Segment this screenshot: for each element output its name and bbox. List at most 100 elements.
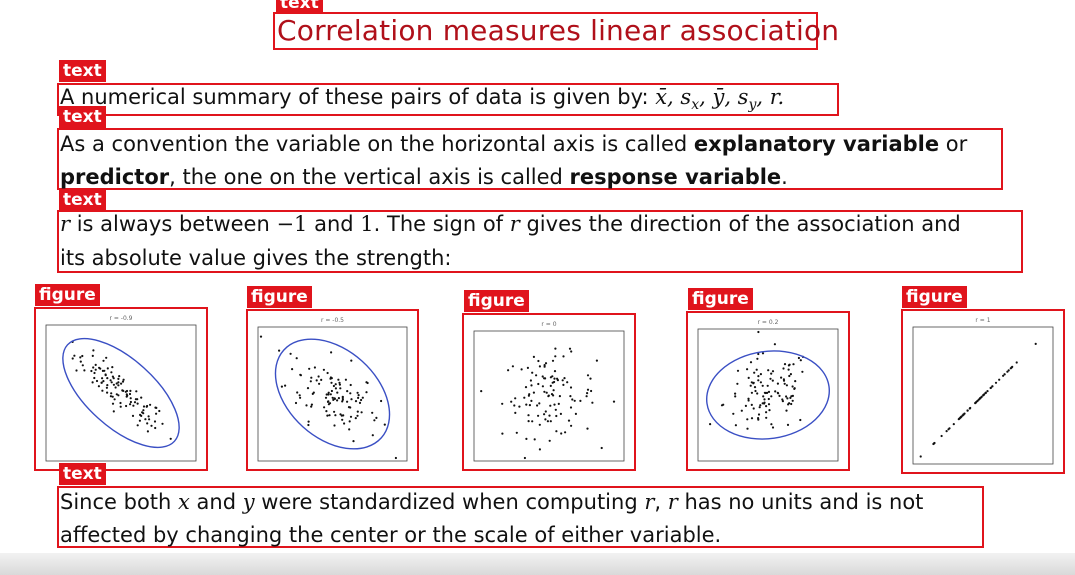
figure-4-box bbox=[686, 311, 850, 471]
scatter-point bbox=[117, 394, 120, 397]
scatter-point bbox=[553, 403, 556, 406]
scatter-point bbox=[991, 385, 994, 388]
para4-line1: Since both x and y were standardized whe… bbox=[60, 486, 923, 519]
scatter-point bbox=[133, 401, 137, 404]
scatter-point bbox=[142, 409, 145, 412]
scatter-point bbox=[532, 355, 535, 358]
scatter-point bbox=[765, 411, 768, 414]
scatter-point bbox=[118, 375, 121, 378]
scatter-point bbox=[510, 400, 513, 403]
scatter-point bbox=[341, 395, 344, 398]
scatter-point bbox=[523, 396, 526, 399]
scatter-point bbox=[788, 402, 791, 405]
scatter-point bbox=[759, 404, 762, 407]
scatter-point bbox=[979, 397, 982, 400]
scatter-point bbox=[531, 371, 534, 374]
scatter-point bbox=[356, 391, 359, 394]
scatter-point bbox=[527, 420, 530, 423]
scatter-point bbox=[769, 377, 772, 380]
scatter-point bbox=[549, 384, 552, 387]
scatter-point bbox=[759, 381, 762, 384]
scatter-point bbox=[105, 356, 108, 359]
scatter-point bbox=[781, 398, 784, 401]
scatter-point bbox=[746, 368, 749, 371]
para1-math-c: , r. bbox=[756, 85, 785, 109]
figure-1-tag: figure bbox=[35, 284, 100, 306]
scatter-point bbox=[93, 371, 96, 375]
scatter-point bbox=[709, 423, 712, 426]
plot-frame bbox=[257, 326, 408, 462]
scatter-point bbox=[776, 382, 779, 385]
para4-tag: text bbox=[59, 463, 106, 485]
scatter-point bbox=[339, 413, 342, 416]
plot-frame bbox=[912, 326, 1054, 465]
para3-tag: text bbox=[59, 189, 106, 211]
scatter-point bbox=[313, 366, 316, 369]
scatter-point bbox=[106, 384, 109, 387]
para3-r2: r bbox=[509, 212, 520, 236]
scatter-point bbox=[343, 422, 346, 425]
scatter-point bbox=[121, 389, 124, 392]
scatter-point bbox=[952, 423, 955, 426]
scatter-point bbox=[352, 440, 355, 443]
scatter-point bbox=[757, 330, 760, 334]
scatter-point bbox=[356, 410, 359, 413]
scatter-point bbox=[305, 404, 308, 407]
scatter-point bbox=[129, 403, 132, 406]
figure-caption: r = 0.2 bbox=[758, 319, 779, 326]
scatter-point bbox=[569, 386, 573, 389]
scatter-point bbox=[289, 352, 292, 355]
scatter-point bbox=[520, 368, 523, 371]
scatter-point bbox=[734, 424, 737, 427]
scatter-point bbox=[591, 401, 594, 404]
para3-a: is always between bbox=[70, 212, 277, 236]
scatter-point bbox=[525, 437, 528, 440]
scatterplot-r-neg-0-9: r = -0.9 bbox=[45, 315, 197, 462]
scatter-point bbox=[765, 405, 768, 408]
scatter-point bbox=[110, 371, 113, 374]
para3-one: 1 bbox=[360, 212, 374, 236]
para4-e: has no units and is not bbox=[677, 490, 924, 514]
scatter-point bbox=[161, 422, 164, 425]
scatter-point bbox=[344, 378, 347, 381]
scatter-point bbox=[754, 389, 757, 393]
scatter-point bbox=[112, 383, 115, 386]
scatter-point bbox=[136, 398, 139, 401]
scatter-point bbox=[523, 456, 526, 460]
scatter-point bbox=[501, 432, 504, 435]
scatter-point bbox=[295, 357, 298, 360]
scatter-point bbox=[554, 347, 557, 350]
scatter-point bbox=[332, 384, 335, 388]
scatter-point bbox=[736, 369, 740, 372]
scatter-point bbox=[334, 414, 337, 417]
scatter-point bbox=[309, 380, 312, 383]
scatter-point bbox=[307, 420, 310, 423]
scatter-point bbox=[306, 387, 310, 390]
para2-line2-d: . bbox=[781, 165, 788, 189]
figure-2: r = -0.5 bbox=[250, 313, 415, 467]
scatter-point bbox=[365, 391, 368, 394]
scatter-point bbox=[92, 349, 95, 352]
scatter-point bbox=[325, 410, 328, 413]
scatter-point bbox=[79, 356, 82, 359]
scatter-point bbox=[734, 395, 737, 398]
slide-title: Correlation measures linear association bbox=[277, 14, 840, 47]
scatter-point bbox=[770, 372, 773, 375]
scatter-point bbox=[1015, 361, 1018, 364]
scatter-point bbox=[331, 396, 334, 399]
scatter-point bbox=[757, 352, 760, 356]
scatterplot-r-0: r = 0 bbox=[473, 321, 625, 462]
scatter-point bbox=[561, 379, 564, 382]
scatter-point bbox=[136, 424, 139, 427]
scatter-point bbox=[102, 380, 105, 383]
scatter-point bbox=[543, 390, 546, 393]
scatter-point bbox=[600, 446, 603, 450]
scatter-point bbox=[83, 369, 86, 372]
scatter-point bbox=[734, 392, 737, 395]
para2-line1-a: As a convention the variable on the hori… bbox=[60, 132, 694, 156]
scatter-point bbox=[574, 412, 577, 415]
scatter-point bbox=[131, 414, 135, 417]
scatter-point bbox=[563, 377, 566, 380]
scatter-point bbox=[1006, 370, 1009, 373]
scatter-point bbox=[532, 391, 535, 394]
